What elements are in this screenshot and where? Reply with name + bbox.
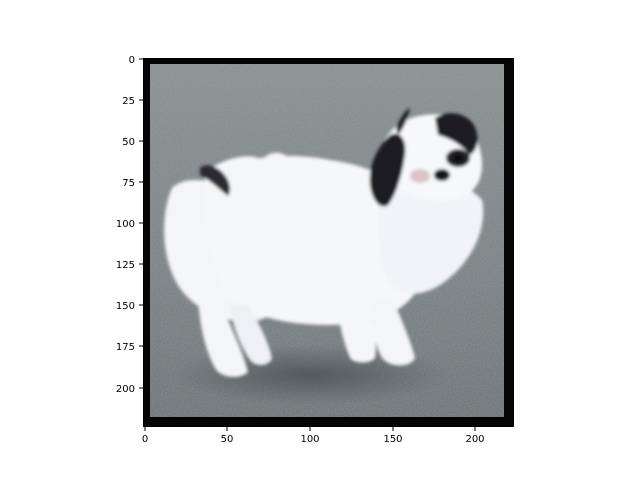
- y-tick-label: 75: [122, 178, 135, 189]
- x-tick-label: 50: [221, 434, 234, 445]
- dog-body: [205, 155, 424, 325]
- dog-front-leg-left: [339, 298, 376, 363]
- y-tick-label: 200: [116, 384, 135, 395]
- y-tick-label: 175: [116, 342, 135, 353]
- dog-muzzle: [410, 169, 430, 183]
- y-axis: 0 25 50 75 100 125 150 175 200: [116, 55, 143, 395]
- dog-ear-black: [369, 133, 406, 207]
- axes-frame: [143, 58, 514, 427]
- dog-nose: [434, 169, 450, 181]
- dog-eye: [453, 154, 463, 162]
- dog-figure: [164, 108, 484, 377]
- y-tick-label: 0: [129, 55, 135, 66]
- y-tick-label: 25: [122, 96, 135, 107]
- y-tick-label: 150: [116, 301, 135, 312]
- dog-head-marking: [435, 113, 478, 155]
- x-axis: 0 50 100 150 200: [142, 427, 485, 445]
- dog-hind-leg-right: [230, 305, 272, 366]
- y-tick-label: 125: [116, 260, 135, 271]
- dog-ear-tuft: [396, 108, 410, 135]
- dog-chest: [377, 175, 484, 294]
- dog-back-fur: [208, 152, 320, 200]
- dog-photo: [143, 58, 514, 427]
- x-tick-label: 150: [383, 434, 402, 445]
- dog-front-leg-right: [371, 298, 415, 366]
- x-tick-label: 100: [300, 434, 319, 445]
- dog-tail-marking: [200, 165, 230, 196]
- x-tick-label: 200: [465, 434, 484, 445]
- y-tick-label: 100: [116, 219, 135, 230]
- dog-hind-leg-left: [198, 300, 248, 377]
- y-tick-label: 50: [122, 137, 135, 148]
- x-tick-label: 0: [142, 434, 148, 445]
